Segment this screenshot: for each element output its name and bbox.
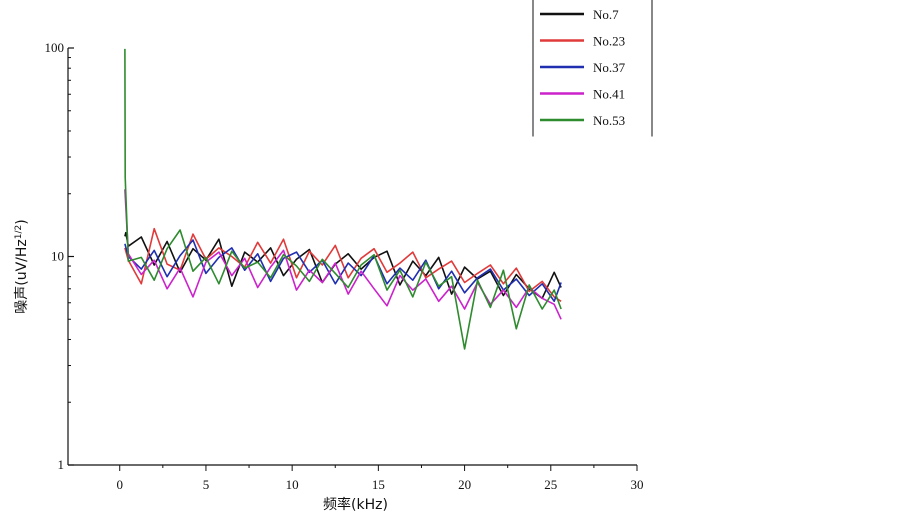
y-ticks: 1 10 100 bbox=[45, 40, 74, 472]
y-tick-label: 10 bbox=[51, 249, 64, 264]
x-tick-label: 10 bbox=[286, 477, 299, 492]
x-tick-label: 0 bbox=[116, 477, 123, 492]
series-layer bbox=[124, 48, 562, 350]
x-tick-label: 15 bbox=[372, 477, 385, 492]
y-tick-label: 100 bbox=[45, 40, 65, 55]
x-tick-label: 25 bbox=[544, 477, 557, 492]
series-line-no37 bbox=[124, 239, 562, 303]
x-axis-title: 频率(kHz) bbox=[323, 496, 388, 513]
y-axis-title-main: 噪声(uV/Hz bbox=[14, 239, 30, 314]
legend-label: No.7 bbox=[593, 7, 619, 22]
legend: No.7 No.23 No.37 No.41 No.53 bbox=[532, 0, 653, 137]
axes-layer bbox=[67, 48, 637, 466]
x-tick-label: 30 bbox=[631, 477, 644, 492]
legend-label: No.41 bbox=[593, 87, 625, 102]
y-tick-label: 1 bbox=[58, 457, 65, 472]
y-axis-title: 噪声(uV/Hz1/2) bbox=[14, 219, 30, 313]
series-line-no53 bbox=[124, 48, 562, 350]
y-axis-title-superscript: 1/2 bbox=[14, 225, 24, 239]
legend-label: No.23 bbox=[593, 34, 625, 49]
x-tick-label: 20 bbox=[458, 477, 471, 492]
x-ticks: 0 5 10 15 20 25 30 bbox=[116, 465, 644, 492]
legend-label: No.37 bbox=[593, 60, 626, 75]
series-line-no23 bbox=[124, 227, 562, 302]
legend-label: No.53 bbox=[593, 113, 625, 128]
x-tick-label: 5 bbox=[203, 477, 210, 492]
y-axis-title-close: ) bbox=[14, 219, 30, 224]
